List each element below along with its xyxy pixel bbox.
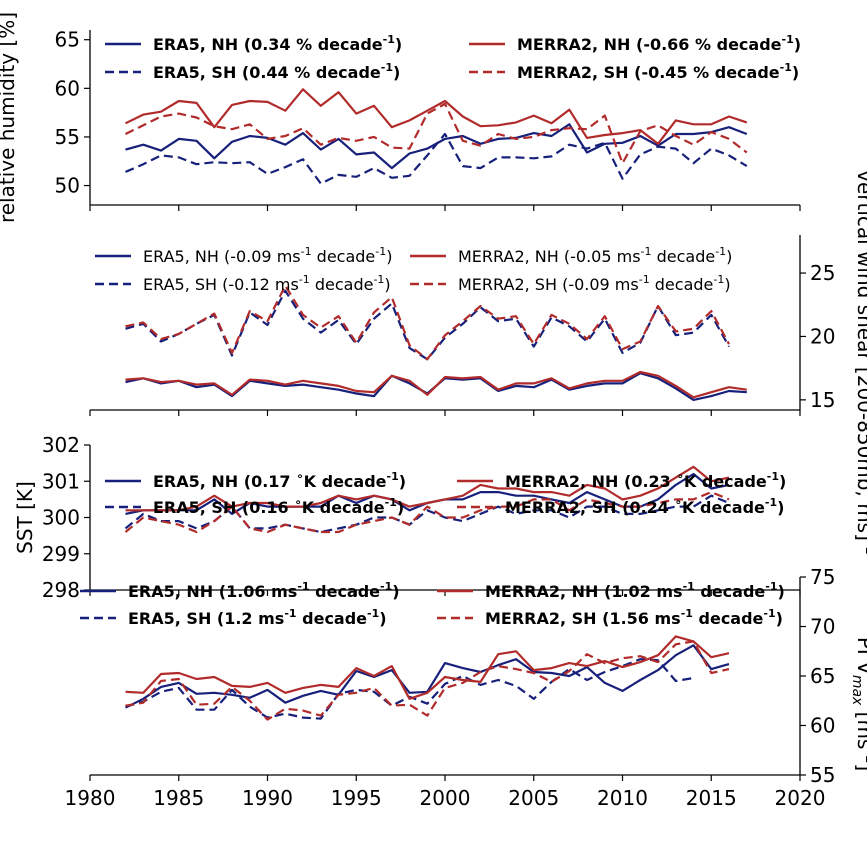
legend-entry: MERRA2, NH (-0.05 ms-1 decade-1) — [458, 245, 732, 266]
y-tick-label: 301 — [42, 469, 80, 493]
series-line-2 — [125, 132, 748, 185]
x-tick-label: 2005 — [508, 786, 559, 810]
legend-entry: MERRA2, SH (-0.09 ms-1 decade-1) — [458, 273, 731, 294]
y-tick-label: 300 — [42, 506, 80, 530]
x-tick-label: 1980 — [65, 786, 116, 810]
y-axis-label: vertical wind shear [200-850mb, ms]-1 — [853, 170, 867, 555]
legend-entry: MERRA2, NH (1.02 ms-1 decade-1) — [485, 580, 785, 601]
x-tick-label: 2010 — [597, 786, 648, 810]
y-tick-label: 65 — [810, 664, 835, 688]
x-tick-label: 1985 — [153, 786, 204, 810]
x-tick-label: 1990 — [242, 786, 293, 810]
y-tick-label: 70 — [810, 615, 835, 639]
legend-entry: MERRA2, NH (-0.66 % decade-1) — [517, 33, 801, 54]
y-tick-label: 55 — [55, 125, 80, 149]
y-tick-label: 25 — [810, 261, 835, 285]
panel-1: 50 55 60 65 relative humidity [%] ERA5, NH (0… — [0, 12, 801, 223]
legend-entry: MERRA2, NH (0.23 ∘K decade-1) — [505, 469, 786, 491]
series-line-3 — [125, 88, 748, 145]
series-line-4 — [125, 640, 730, 721]
y-tick-label: 302 — [42, 433, 80, 457]
y-tick-label: 75 — [810, 565, 835, 589]
y-axis-label: relative humidity [%] — [0, 12, 19, 223]
series-line-2 — [125, 289, 730, 361]
y-tick-label: 65 — [55, 28, 80, 52]
x-tick-label: 1995 — [331, 786, 382, 810]
panel-2: 15 20 25 vertical wind shear [200-850mb, ms… — [89, 170, 867, 555]
legend-entry: ERA5, SH (-0.12 ms-1 decade-1) — [143, 273, 391, 294]
series-line-2 — [125, 658, 694, 720]
series-line-3 — [125, 635, 730, 700]
y-axis-label: PI Vmax [ms-1] — [849, 637, 867, 771]
series-line-3 — [125, 465, 730, 512]
y-tick-label: 60 — [810, 714, 835, 738]
legend-entry: ERA5, NH (1.06 ms-1 decade-1) — [128, 580, 400, 601]
y-tick-label: 20 — [810, 324, 835, 348]
y-tick-label: 60 — [55, 76, 80, 100]
y-tick-label: 298 — [42, 578, 80, 602]
legend-entry: ERA5, NH (-0.09 ms-1 decade-1) — [143, 245, 392, 266]
y-tick-label: 50 — [55, 174, 80, 198]
legend-entry: MERRA2, SH (1.56 ms-1 decade-1) — [485, 607, 783, 628]
y-axis-label: SST [K] — [13, 481, 37, 554]
legend-entry: MERRA2, SH (-0.45 % decade-1) — [517, 61, 799, 82]
y-tick-label: 15 — [810, 388, 835, 412]
series-line-1 — [125, 644, 730, 709]
series-line-4 — [125, 284, 730, 361]
x-tick-label: 2015 — [686, 786, 737, 810]
legend-entry: ERA5, SH (1.2 ms-1 decade-1) — [128, 607, 387, 628]
legend-entry: MERRA2, SH (0.24 ∘K decade-1) — [505, 495, 784, 517]
legend-entry: ERA5, SH (0.16 ∘K decade-1) — [153, 495, 404, 517]
x-tick-label: 2020 — [775, 786, 826, 810]
y-tick-label: 299 — [42, 542, 80, 566]
legend-entry: ERA5, NH (0.17 ∘K decade-1) — [153, 469, 406, 491]
x-tick-label: 2000 — [420, 786, 471, 810]
legend-entry: ERA5, SH (0.44 % decade-1) — [153, 61, 400, 82]
series-line-4 — [124, 491, 730, 534]
y-tick-label: 55 — [810, 763, 835, 787]
series-line-3 — [125, 370, 747, 399]
legend-entry: ERA5, NH (0.34 % decade-1) — [153, 33, 402, 54]
panel-4: 55 60 65 70 75 1980 1985 1990 1995 2000 2005 2010 20… — [65, 565, 867, 810]
